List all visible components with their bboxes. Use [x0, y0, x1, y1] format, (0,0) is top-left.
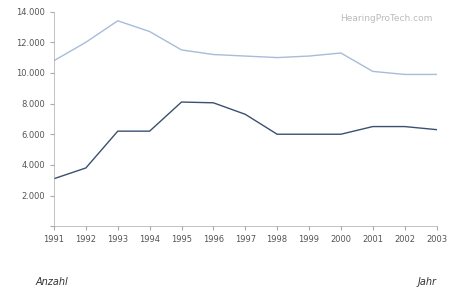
Text: Anzahl: Anzahl [36, 277, 69, 287]
Text: HearingProTech.com: HearingProTech.com [340, 14, 433, 23]
Text: Jahr: Jahr [418, 277, 436, 287]
